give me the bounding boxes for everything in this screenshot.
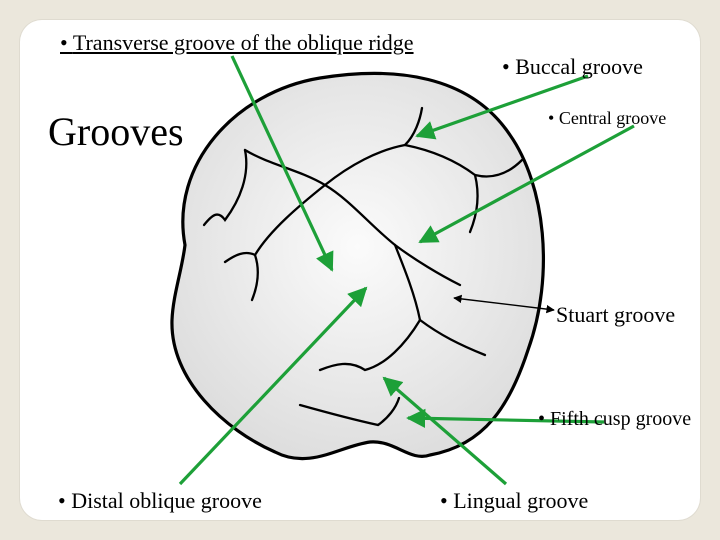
label-transverse: Transverse groove of the oblique ridge (60, 30, 414, 56)
card (20, 20, 700, 520)
section-title: Grooves (48, 108, 184, 155)
label-distal: Distal oblique groove (58, 488, 262, 514)
label-buccal: Buccal groove (502, 54, 643, 80)
label-lingual: Lingual groove (440, 488, 588, 514)
label-stuart: Stuart groove (556, 302, 675, 328)
label-central: Central groove (548, 108, 666, 129)
label-fifth: Fifth cusp groove (538, 408, 691, 431)
